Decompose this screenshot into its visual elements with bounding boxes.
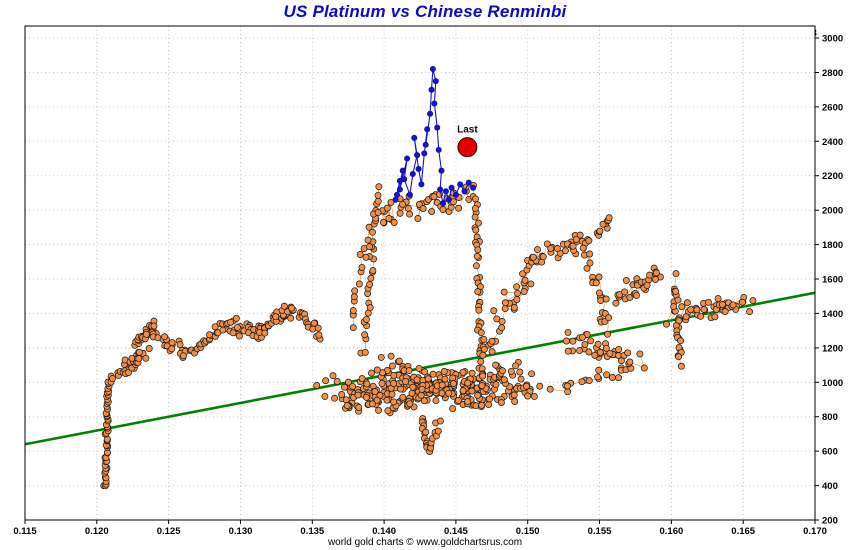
y-tick-label: 1600 <box>822 275 843 286</box>
last-label: Last <box>457 125 478 136</box>
y-tick-label: 2800 <box>822 68 843 79</box>
y-tick-label: 1000 <box>822 378 843 389</box>
y-tick-label: 2400 <box>822 137 843 148</box>
y-axis-labels: 200 400 600 800 1000 1200 1400 1600 1800 2000 2200… <box>822 34 843 527</box>
y-tick-label: 1200 <box>822 343 843 354</box>
plot-background <box>25 26 815 520</box>
history-series <box>100 181 757 490</box>
last-marker <box>457 137 478 158</box>
y-tick-label: 200 <box>822 516 838 527</box>
x-tick-label: 0.130 <box>229 526 253 537</box>
source-caption: world gold charts © www.goldchartsrus.co… <box>327 537 523 548</box>
y-tick-label: 2000 <box>822 206 843 217</box>
recent-series <box>392 66 477 207</box>
x-tick-label: 0.120 <box>85 526 109 537</box>
x-tick-label: 0.165 <box>731 526 755 537</box>
axis-ticks <box>24 37 819 524</box>
x-tick-label: 0.155 <box>588 526 612 537</box>
x-tick-label: 0.135 <box>300 526 324 537</box>
y-tick-label: 3000 <box>822 34 843 45</box>
y-tick-label: 600 <box>822 447 838 458</box>
y-tick-label: 800 <box>822 412 838 423</box>
x-tick-label: 0.140 <box>372 526 396 537</box>
chart-title: US Platinum vs Chinese Renminbi <box>283 2 567 21</box>
x-axis-labels: 0.115 0.120 0.125 0.130 0.135 0.140 0.145 0.150… <box>13 526 827 537</box>
x-tick-label: 0.150 <box>516 526 540 537</box>
y-tick-label: 2600 <box>822 102 843 113</box>
x-tick-label: 0.115 <box>13 526 37 537</box>
x-tick-label: 0.170 <box>803 526 827 537</box>
plot-frame <box>24 25 816 521</box>
y-tick-label: 1400 <box>822 309 843 320</box>
x-tick-label: 0.160 <box>660 526 684 537</box>
y-tick-label: 400 <box>822 481 838 492</box>
y-tick-label: 1800 <box>822 240 843 251</box>
x-tick-label: 0.145 <box>444 526 468 537</box>
y-tick-label: 2200 <box>822 171 843 182</box>
x-tick-label: 0.125 <box>157 526 181 537</box>
